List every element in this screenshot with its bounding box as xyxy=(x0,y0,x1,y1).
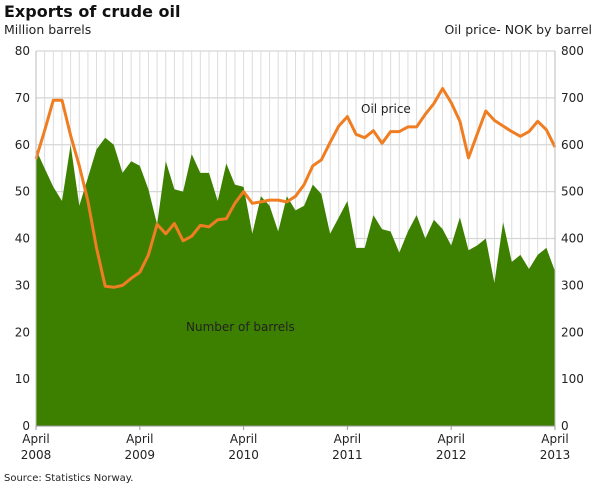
x-tick-label: April xyxy=(22,432,49,446)
x-tick-label: 2010 xyxy=(228,448,259,462)
y-tick-right: 100 xyxy=(561,372,584,386)
barrels-area xyxy=(36,137,555,426)
y-tick-left: 40 xyxy=(15,232,30,246)
x-tick-label: April xyxy=(541,432,568,446)
barrels-series-label: Number of barrels xyxy=(186,320,295,334)
y-tick-left: 0 xyxy=(22,419,30,433)
y-tick-left: 50 xyxy=(15,185,30,199)
x-tick-label: 2008 xyxy=(21,448,52,462)
x-tick-label: April xyxy=(437,432,464,446)
x-tick-label: 2011 xyxy=(332,448,363,462)
x-tick-label: 2013 xyxy=(540,448,571,462)
right-axis-label: Oil price- NOK by barrel xyxy=(444,22,592,37)
x-tick-label: April xyxy=(334,432,361,446)
y-tick-right: 600 xyxy=(561,138,584,152)
y-tick-right: 200 xyxy=(561,325,584,339)
x-tick-label: 2012 xyxy=(436,448,467,462)
source-note: Source: Statistics Norway. xyxy=(4,473,134,484)
y-tick-right: 800 xyxy=(561,44,584,58)
y-tick-left: 60 xyxy=(15,138,30,152)
chart-title: Exports of crude oil xyxy=(4,2,181,21)
oil-price-series-label: Oil price xyxy=(361,102,411,116)
oil-price-line xyxy=(34,87,557,289)
left-axis-label: Million barrels xyxy=(4,22,92,37)
y-tick-left: 10 xyxy=(15,372,30,386)
y-tick-left: 70 xyxy=(15,91,30,105)
y-tick-right: 0 xyxy=(561,419,569,433)
y-tick-right: 700 xyxy=(561,91,584,105)
y-tick-right: 400 xyxy=(561,232,584,246)
y-tick-left: 80 xyxy=(15,44,30,58)
y-tick-left: 20 xyxy=(15,325,30,339)
y-tick-right: 500 xyxy=(561,185,584,199)
x-tick-label: April xyxy=(126,432,153,446)
y-tick-left: 30 xyxy=(15,278,30,292)
x-tick-label: 2009 xyxy=(125,448,156,462)
x-tick-label: April xyxy=(230,432,257,446)
y-tick-right: 300 xyxy=(561,278,584,292)
